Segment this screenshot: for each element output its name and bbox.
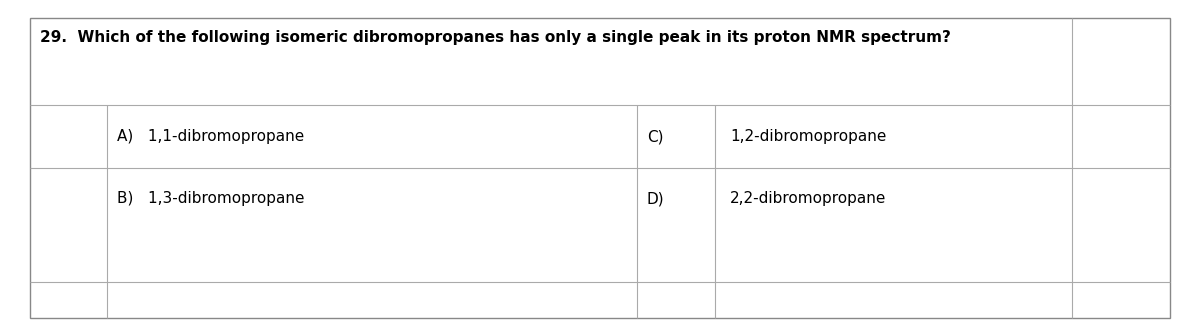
Text: 29.  Which of the following isomeric dibromopropanes has only a single peak in i: 29. Which of the following isomeric dibr…: [40, 30, 950, 45]
Text: 2,2-dibromopropane: 2,2-dibromopropane: [730, 191, 887, 206]
Text: B)   1,3-dibromopropane: B) 1,3-dibromopropane: [118, 191, 305, 206]
Text: 1,2-dibromopropane: 1,2-dibromopropane: [730, 129, 887, 144]
Text: A)   1,1-dibromopropane: A) 1,1-dibromopropane: [118, 129, 305, 144]
Text: C): C): [647, 129, 664, 144]
Text: D): D): [647, 191, 665, 206]
